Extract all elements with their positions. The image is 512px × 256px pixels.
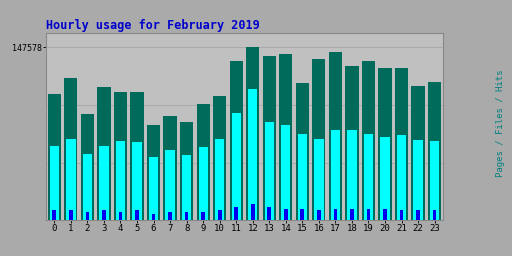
Bar — [48, 94, 61, 220]
Bar — [279, 54, 292, 220]
Bar — [329, 52, 342, 220]
Bar — [97, 87, 111, 220]
Bar — [383, 209, 387, 220]
Bar — [246, 47, 260, 220]
Bar — [180, 122, 193, 220]
Bar — [229, 61, 243, 220]
Bar — [345, 66, 358, 220]
Bar — [81, 114, 94, 220]
Bar — [147, 125, 160, 220]
Bar — [333, 209, 337, 220]
Bar — [296, 83, 309, 220]
Bar — [213, 95, 226, 220]
Bar — [197, 104, 210, 220]
Bar — [53, 210, 56, 220]
Bar — [50, 146, 59, 220]
Bar — [152, 214, 156, 220]
Bar — [66, 139, 75, 220]
Bar — [131, 92, 144, 220]
Bar — [400, 210, 403, 220]
Bar — [433, 210, 436, 220]
Bar — [263, 56, 276, 220]
Bar — [350, 209, 354, 220]
Bar — [331, 130, 340, 220]
Bar — [215, 139, 224, 220]
Bar — [416, 210, 420, 220]
Bar — [86, 211, 89, 220]
Bar — [267, 207, 271, 220]
Bar — [430, 141, 439, 220]
Bar — [201, 212, 205, 220]
Bar — [428, 82, 441, 220]
Bar — [114, 92, 127, 220]
Bar — [314, 139, 324, 220]
Bar — [265, 122, 274, 220]
Bar — [99, 146, 109, 220]
Bar — [378, 68, 392, 220]
Bar — [182, 155, 191, 220]
Bar — [119, 211, 122, 220]
Bar — [185, 212, 188, 220]
Bar — [165, 150, 175, 220]
Bar — [248, 89, 258, 220]
Bar — [83, 154, 92, 220]
Bar — [312, 59, 326, 220]
Bar — [281, 125, 290, 220]
Bar — [395, 68, 408, 220]
Bar — [297, 134, 307, 220]
Bar — [234, 207, 238, 220]
Bar — [301, 209, 304, 220]
Bar — [284, 209, 288, 220]
Bar — [364, 134, 373, 220]
Bar — [163, 116, 177, 220]
Bar — [102, 210, 106, 220]
Bar — [414, 140, 423, 220]
Text: Pages / Files / Hits: Pages / Files / Hits — [496, 69, 505, 177]
Bar — [251, 204, 254, 220]
Bar — [347, 130, 356, 220]
Bar — [367, 209, 370, 220]
Bar — [231, 113, 241, 220]
Text: Hourly usage for February 2019: Hourly usage for February 2019 — [46, 19, 260, 32]
Bar — [168, 212, 172, 220]
Bar — [135, 210, 139, 220]
Bar — [380, 137, 390, 220]
Bar — [133, 142, 142, 220]
Bar — [317, 210, 321, 220]
Bar — [199, 147, 208, 220]
Bar — [362, 61, 375, 220]
Bar — [397, 135, 406, 220]
Bar — [412, 86, 424, 220]
Bar — [116, 141, 125, 220]
Bar — [69, 210, 73, 220]
Bar — [218, 210, 222, 220]
Bar — [65, 78, 77, 220]
Bar — [149, 157, 158, 220]
